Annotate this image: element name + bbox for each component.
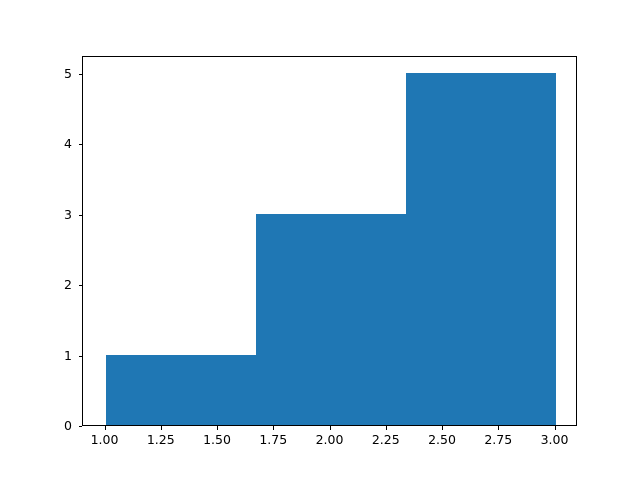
x-tick-mark [104, 426, 106, 430]
x-tick-mark [160, 426, 162, 430]
x-tick-label: 2.75 [484, 432, 513, 447]
bars-container [83, 57, 576, 425]
y-tick-label: 2 [64, 277, 72, 293]
x-tick-label: 3.00 [540, 432, 569, 447]
x-tick-label: 2.00 [315, 432, 344, 447]
x-tick-label: 1.00 [90, 432, 119, 447]
y-tick-mark [78, 426, 82, 428]
x-tick-mark [329, 426, 331, 430]
x-tick-mark [273, 426, 275, 430]
x-tick-mark [498, 426, 500, 430]
x-tick-label: 1.25 [146, 432, 175, 447]
x-tick-label: 1.75 [259, 432, 288, 447]
x-tick-mark [442, 426, 444, 430]
y-tick-mark [78, 214, 82, 216]
y-tick-label: 1 [64, 347, 72, 363]
y-tick-label: 4 [64, 136, 72, 152]
bar [405, 72, 556, 425]
y-tick-label: 0 [64, 418, 72, 433]
plot-axes [82, 56, 577, 426]
y-tick-mark [78, 144, 82, 146]
x-tick-label: 1.50 [203, 432, 231, 447]
x-tick-label: 2.50 [428, 432, 456, 447]
y-tick-label: 5 [64, 65, 72, 81]
x-tick-label: 2.25 [371, 432, 400, 447]
x-tick-mark [554, 426, 556, 430]
y-tick-mark [78, 73, 82, 75]
bar [255, 213, 406, 425]
bar [105, 354, 256, 425]
y-tick-mark [78, 285, 82, 287]
x-tick-mark [385, 426, 387, 430]
x-tick-mark [217, 426, 219, 430]
y-tick-mark [78, 355, 82, 357]
y-tick-label: 3 [64, 206, 72, 222]
